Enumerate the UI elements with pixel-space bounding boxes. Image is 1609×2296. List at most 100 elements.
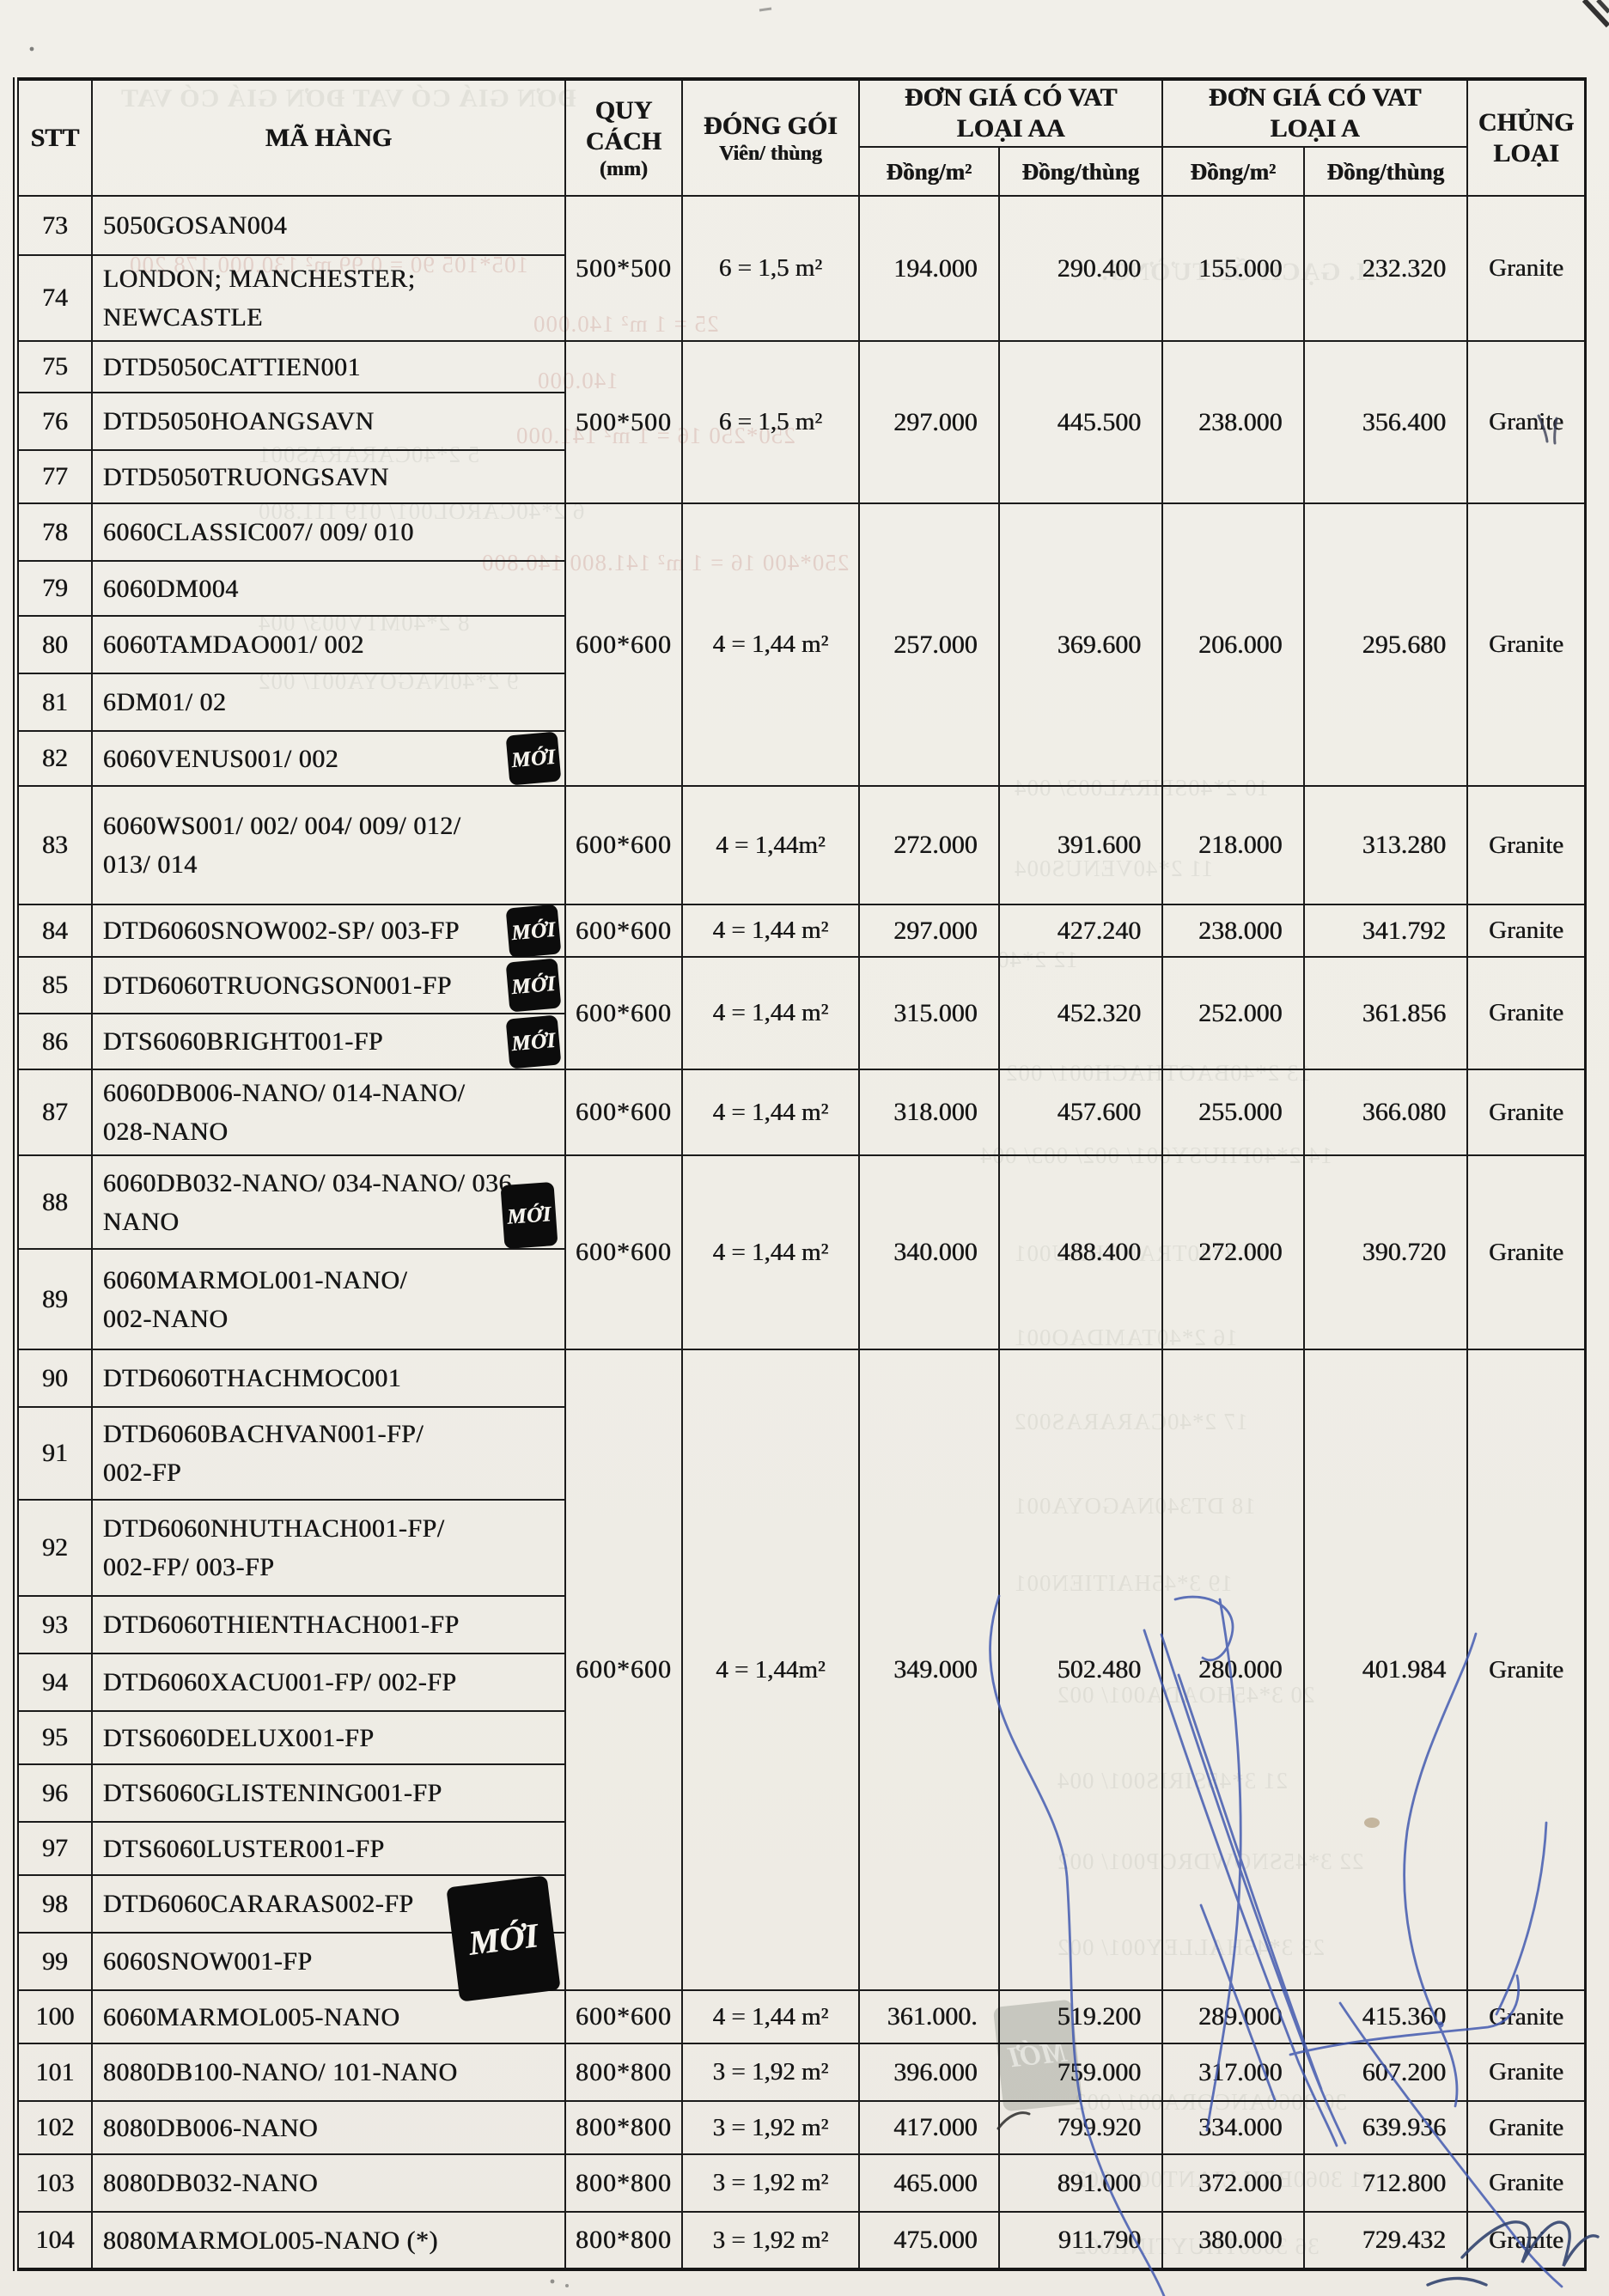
price-aa-thung-cell: 452.320 bbox=[997, 956, 1164, 1070]
table-row: 83 6060WS001/ 002/ 004/ 009/ 012/013/ 014… bbox=[15, 785, 1587, 905]
row-number-cell: 101 bbox=[15, 2043, 93, 2102]
category-cell: Granite bbox=[1466, 195, 1587, 342]
table-row: 82 6060VENUS001/ 002 MỚI bbox=[15, 730, 1586, 787]
row-number-cell: 102 bbox=[15, 2100, 93, 2155]
price-a-m2-cell: 334.000 bbox=[1161, 2100, 1305, 2155]
table-row: 86 DTS6060BRIGHT001-FP MỚI bbox=[15, 1013, 1586, 1070]
category-cell: Granite bbox=[1466, 2043, 1587, 2102]
spec-cell: 500*500 bbox=[564, 195, 683, 342]
table-row: 85 DTD6060TRUONGSON001-FP MỚI 600*600 4 = 1,… bbox=[15, 956, 1587, 1070]
price-a-m2-cell: 280.000 bbox=[1161, 1349, 1305, 1991]
product-code-cell: 8080DB032-NANO bbox=[90, 2153, 567, 2213]
product-code-cell: DTS6060GLISTENING001-FP bbox=[90, 1763, 567, 1823]
price-a-thung-cell: 361.856 bbox=[1302, 956, 1469, 1070]
packaging-cell: 4 = 1,44m² bbox=[680, 1349, 861, 1991]
row-number-cell: 91 bbox=[15, 1406, 93, 1501]
table-row: 79 6060DM004 bbox=[15, 560, 1586, 617]
packaging-cell: 3 = 1,92 m² bbox=[680, 2153, 861, 2213]
product-code-cell: DTS6060LUSTER001-FP bbox=[90, 1821, 567, 1876]
price-aa-thung-cell: 488.400 bbox=[997, 1154, 1164, 1350]
price-aa-m2-cell: 349.000 bbox=[858, 1349, 1000, 1991]
price-a-thung-cell: 712.800 bbox=[1302, 2153, 1469, 2213]
packaging-cell: 4 = 1,44 m² bbox=[680, 904, 861, 958]
col-header-chung-loai: CHỦNG LOẠI bbox=[1466, 78, 1587, 197]
dong-goi-unit: Viên/ thùng bbox=[718, 142, 822, 165]
subheader-a-dong-m2: Đồng/m² bbox=[1161, 146, 1305, 197]
table-row: 75 DTD5050CATTIEN001 500*500 6 = 1,5 m² 297.… bbox=[15, 340, 1587, 504]
price-table-body: 73 5050GOSAN004 500*500 6 = 1,5 m² 194.000 29… bbox=[15, 195, 1587, 2270]
table-row: 73 5050GOSAN004 500*500 6 = 1,5 m² 194.000 29… bbox=[15, 195, 1587, 342]
table-row: 90 DTD6060THACHMOC001 600*600 4 = 1,44m² 349… bbox=[15, 1349, 1587, 1991]
category-cell: Granite bbox=[1466, 1349, 1587, 1991]
spec-cell: 800*800 bbox=[564, 2211, 683, 2270]
price-a-thung-cell: 415.360 bbox=[1302, 1989, 1469, 2044]
price-aa-m2-cell: 475.000 bbox=[858, 2211, 1000, 2270]
product-code-cell: LONDON; MANCHESTER; NEWCASTLE bbox=[90, 254, 567, 342]
chung-loai-line1: CHỦNG bbox=[1478, 107, 1575, 137]
vat-aa-line2: LOẠI AA bbox=[956, 114, 1065, 143]
price-a-thung-cell: 232.320 bbox=[1302, 195, 1469, 342]
price-aa-thung-cell: 427.240 bbox=[997, 904, 1164, 958]
packaging-cell: 3 = 1,92 m² bbox=[680, 2211, 861, 2270]
price-aa-thung-cell: 457.600 bbox=[997, 1069, 1164, 1156]
spec-cell: 600*600 bbox=[564, 904, 683, 958]
moi-badge: MỚI bbox=[500, 1182, 558, 1250]
table-row: 92 DTD6060NHUTHACH001-FP/002-FP/ 003-FP bbox=[15, 1499, 1586, 1597]
price-a-thung-cell: 401.984 bbox=[1302, 1349, 1469, 1991]
product-code-cell: DTD6060XACU001-FP/ 002-FP bbox=[90, 1653, 567, 1712]
price-a-thung-cell: 639.936 bbox=[1302, 2100, 1469, 2155]
row-number-cell: 84 bbox=[15, 904, 93, 958]
row-number-cell: 99 bbox=[15, 1932, 93, 1991]
col-header-vat-a: ĐƠN GIÁ CÓ VAT LOẠI A bbox=[1161, 78, 1469, 148]
price-a-m2-cell: 272.000 bbox=[1161, 1154, 1305, 1350]
packaging-cell: 6 = 1,5 m² bbox=[680, 340, 861, 504]
price-aa-m2-cell: 272.000 bbox=[858, 785, 1000, 905]
row-number-cell: 96 bbox=[15, 1763, 93, 1823]
packaging-cell: 3 = 1,92 m² bbox=[680, 2043, 861, 2102]
row-number-cell: 80 bbox=[15, 615, 93, 674]
table-row: 100 6060MARMOL005-NANO 600*600 4 = 1,44 m² 3… bbox=[15, 1989, 1587, 2044]
table-row: 102 8080DB006-NANO 800*800 3 = 1,92 m² 417.0… bbox=[15, 2100, 1587, 2155]
dong-goi-label: ĐÓNG GÓI bbox=[703, 111, 838, 140]
row-number-cell: 75 bbox=[15, 340, 93, 393]
packaging-cell: 4 = 1,44 m² bbox=[680, 956, 861, 1070]
product-code-cell: 6060DB006-NANO/ 014-NANO/028-NANO bbox=[90, 1069, 567, 1156]
table-row: 87 6060DB006-NANO/ 014-NANO/028-NANO 600*6… bbox=[15, 1069, 1587, 1156]
price-a-thung-cell: 295.680 bbox=[1302, 502, 1469, 787]
spec-cell: 600*600 bbox=[564, 1349, 683, 1991]
product-code-cell: 6060WS001/ 002/ 004/ 009/ 012/013/ 014 bbox=[90, 785, 567, 905]
table-row: 89 6060MARMOL001-NANO/002-NANO bbox=[15, 1248, 1586, 1350]
product-code-cell: DTD6060CARARAS002-FP MỚI bbox=[90, 1874, 567, 2002]
product-code-cell: DTD6060TRUONGSON001-FP MỚI bbox=[90, 956, 567, 1014]
col-header-ma-hang: MÃ HÀNG bbox=[90, 78, 567, 197]
price-aa-thung-cell: 759.000 bbox=[997, 2043, 1164, 2102]
spec-cell: 800*800 bbox=[564, 2043, 683, 2102]
table-row: 80 6060TAMDAO001/ 002 bbox=[15, 615, 1586, 674]
price-a-m2-cell: 238.000 bbox=[1161, 340, 1305, 504]
moi-badge: MỚI bbox=[505, 1014, 562, 1069]
product-code-cell: 6060CLASSIC007/ 009/ 010 bbox=[90, 502, 567, 562]
row-number-cell: 78 bbox=[15, 502, 93, 562]
row-number-cell: 73 bbox=[15, 195, 93, 256]
row-number-cell: 79 bbox=[15, 560, 93, 617]
category-cell: Granite bbox=[1466, 785, 1587, 905]
table-row: 76 DTD5050HOANGSAVN bbox=[15, 392, 1586, 451]
price-a-thung-cell: 390.720 bbox=[1302, 1154, 1469, 1350]
price-a-m2-cell: 289.000 bbox=[1161, 1989, 1305, 2044]
row-number-cell: 100 bbox=[15, 1989, 93, 2044]
price-aa-thung-cell: 911.790 bbox=[997, 2211, 1164, 2270]
product-code-cell: DTD5050CATTIEN001 bbox=[90, 340, 567, 393]
row-number-cell: 90 bbox=[15, 1349, 93, 1408]
row-number-cell: 86 bbox=[15, 1013, 93, 1070]
table-row: 97 DTS6060LUSTER001-FP bbox=[15, 1821, 1586, 1876]
price-a-thung-cell: 366.080 bbox=[1302, 1069, 1469, 1156]
row-number-cell: 76 bbox=[15, 392, 93, 451]
price-a-m2-cell: 252.000 bbox=[1161, 956, 1305, 1070]
product-code-cell: DTD6060NHUTHACH001-FP/002-FP/ 003-FP bbox=[90, 1499, 567, 1597]
product-code-cell: DTD6060BACHVAN001-FP/002-FP bbox=[90, 1406, 567, 1501]
col-header-vat-aa: ĐƠN GIÁ CÓ VAT LOẠI AA bbox=[858, 78, 1164, 148]
price-a-thung-cell: 313.280 bbox=[1302, 785, 1469, 905]
vat-a-line2: LOẠI A bbox=[1270, 114, 1360, 143]
quy-cach-unit: (mm) bbox=[599, 157, 648, 180]
